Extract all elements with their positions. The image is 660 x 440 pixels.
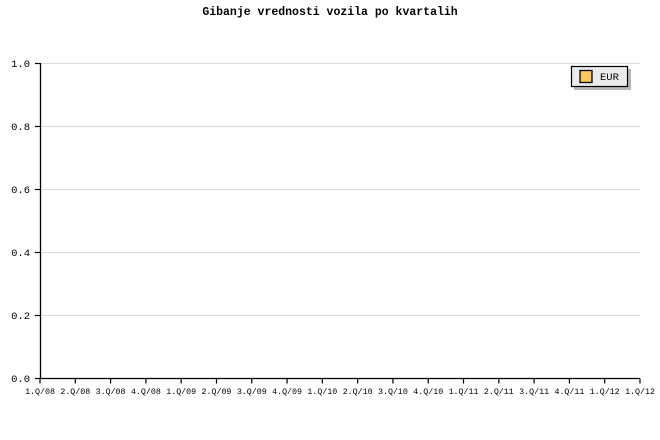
svg-text:0.8: 0.8 — [11, 122, 30, 134]
svg-text:3.Q/08: 3.Q/08 — [96, 387, 126, 397]
svg-text:3.Q/10: 3.Q/10 — [378, 387, 408, 397]
svg-text:3.Q/09: 3.Q/09 — [237, 387, 267, 397]
svg-text:1.Q/08: 1.Q/08 — [25, 387, 55, 397]
svg-text:1.Q/09: 1.Q/09 — [166, 387, 196, 397]
svg-text:1.Q/11: 1.Q/11 — [449, 387, 479, 397]
svg-text:2.Q/11: 2.Q/11 — [484, 387, 514, 397]
svg-text:2.Q/09: 2.Q/09 — [202, 387, 232, 397]
svg-text:2.Q/10: 2.Q/10 — [343, 387, 373, 397]
svg-text:0.6: 0.6 — [11, 185, 30, 197]
svg-text:4.Q/08: 4.Q/08 — [131, 387, 161, 397]
svg-text:4.Q/09: 4.Q/09 — [272, 387, 302, 397]
svg-text:3.Q/11: 3.Q/11 — [519, 387, 549, 397]
svg-text:0.0: 0.0 — [11, 374, 30, 386]
svg-text:1.Q/12: 1.Q/12 — [590, 387, 620, 397]
svg-text:1.0: 1.0 — [11, 59, 30, 71]
svg-text:4.Q/11: 4.Q/11 — [554, 387, 584, 397]
svg-text:1.Q/12: 1.Q/12 — [625, 387, 655, 397]
svg-text:4.Q/10: 4.Q/10 — [413, 387, 443, 397]
svg-text:2.Q/08: 2.Q/08 — [60, 387, 90, 397]
svg-text:0.4: 0.4 — [11, 248, 30, 260]
svg-text:EUR: EUR — [600, 72, 620, 84]
svg-text:1.Q/10: 1.Q/10 — [307, 387, 337, 397]
svg-text:0.2: 0.2 — [11, 311, 30, 323]
